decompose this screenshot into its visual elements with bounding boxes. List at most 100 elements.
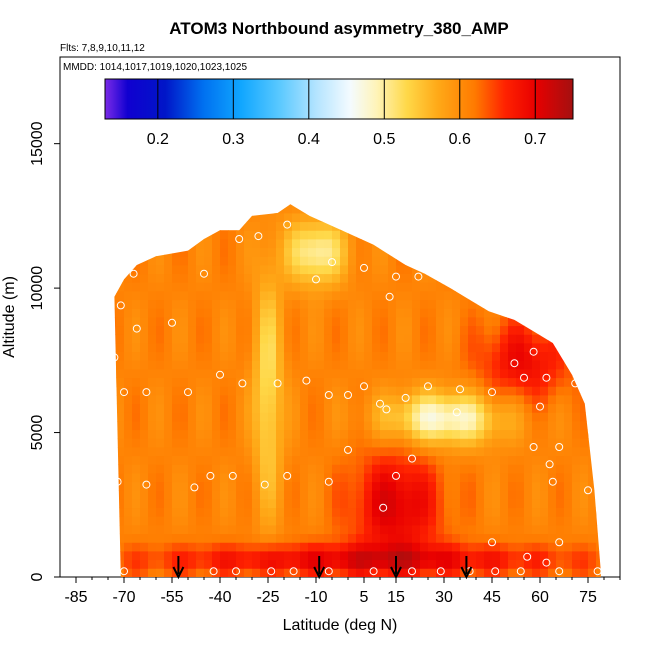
heatmap-cell <box>180 499 189 509</box>
heatmap-cell <box>188 568 197 578</box>
heatmap-cell <box>132 308 141 318</box>
heatmap-cell <box>60 230 68 239</box>
heatmap-cell <box>172 481 181 491</box>
heatmap-cell <box>84 438 92 447</box>
heatmap-cell <box>188 473 197 483</box>
sample-point <box>132 324 141 333</box>
heatmap-cell <box>284 265 293 275</box>
heatmap-cell <box>148 273 157 283</box>
heatmap-cell <box>524 291 533 301</box>
sample-point <box>379 503 388 512</box>
heatmap-cell <box>460 516 469 526</box>
heatmap-cell <box>76 516 84 525</box>
heatmap-cell <box>540 542 549 552</box>
heatmap-cell <box>132 533 141 543</box>
heatmap-cell <box>156 377 165 387</box>
heatmap-cell <box>532 421 541 431</box>
heatmap-cell <box>316 239 325 249</box>
heatmap-cell <box>180 204 189 205</box>
heatmap-cell <box>564 568 573 578</box>
heatmap-cell <box>540 551 549 561</box>
heatmap-cell <box>156 317 165 327</box>
heatmap-cell <box>76 343 84 352</box>
heatmap-cell <box>196 525 205 535</box>
sample-point <box>254 232 263 241</box>
heatmap-cell <box>532 455 541 465</box>
heatmap-cell <box>564 507 573 517</box>
heatmap-cell <box>508 369 517 379</box>
heatmap-cell <box>348 542 357 552</box>
heatmap-cell <box>492 447 501 457</box>
heatmap-cell <box>404 239 413 249</box>
heatmap-cell <box>356 221 365 231</box>
heatmap-cell <box>460 369 469 379</box>
heatmap-cell <box>244 395 253 405</box>
heatmap-cell <box>276 481 285 491</box>
heatmap-cell <box>204 421 213 431</box>
heatmap-cell <box>372 533 381 543</box>
heatmap-cell <box>100 482 108 491</box>
heatmap-cell <box>492 213 501 223</box>
heatmap-cell <box>172 351 181 361</box>
heatmap-cell <box>68 334 76 343</box>
heatmap-cell <box>364 247 373 257</box>
heatmap-cell <box>252 265 261 275</box>
heatmap-cell <box>580 377 589 387</box>
heatmap-cell <box>180 247 189 257</box>
heatmap-cell <box>276 421 285 431</box>
heatmap-cell <box>324 239 333 249</box>
heatmap-cell <box>604 568 612 577</box>
heatmap-cell <box>114 429 117 439</box>
heatmap-cell <box>492 204 501 205</box>
heatmap-cell <box>380 265 389 275</box>
heatmap-cell <box>84 352 92 361</box>
heatmap-cell <box>444 273 453 283</box>
heatmap-cell <box>332 239 341 249</box>
heatmap-cell <box>308 343 317 353</box>
heatmap-cell <box>204 464 213 474</box>
heatmap-cell <box>572 386 581 396</box>
heatmap-cell <box>180 568 189 578</box>
heatmap-cell <box>388 429 397 439</box>
heatmap-cell <box>404 429 413 439</box>
heatmap-cell <box>404 369 413 379</box>
heatmap-cell <box>508 334 517 344</box>
heatmap-cell <box>468 369 477 379</box>
sample-point <box>401 393 410 402</box>
heatmap-cell <box>372 516 381 526</box>
heatmap-cell <box>68 222 76 231</box>
heatmap-cell <box>572 403 581 413</box>
heatmap-cell <box>268 507 277 517</box>
heatmap-cell <box>140 204 149 214</box>
heatmap-cell <box>212 317 221 327</box>
heatmap-cell <box>236 187 244 196</box>
heatmap-cell <box>564 386 573 396</box>
heatmap-cell <box>444 256 453 266</box>
sample-point <box>555 567 564 576</box>
heatmap-cell <box>604 187 612 196</box>
heatmap-cell <box>268 395 277 405</box>
heatmap-cell <box>500 542 509 552</box>
heatmap-cell <box>516 403 525 413</box>
heatmap-cell <box>228 299 237 309</box>
heatmap-cell <box>340 421 349 431</box>
heatmap-cell <box>156 204 165 214</box>
heatmap-cell <box>348 247 357 257</box>
heatmap-cell <box>500 447 509 457</box>
heatmap-cell <box>396 568 405 578</box>
heatmap-cell <box>332 256 341 266</box>
heatmap-cell <box>556 490 565 500</box>
heatmap-cell <box>612 412 620 421</box>
heatmap-cell <box>356 377 365 387</box>
heatmap-cell <box>540 499 549 509</box>
heatmap-cell <box>348 559 357 569</box>
heatmap-cell <box>364 343 373 353</box>
heatmap-cell <box>276 533 285 543</box>
heatmap-cell <box>356 568 365 578</box>
heatmap-cell <box>68 456 76 465</box>
heatmap-cell <box>164 213 173 223</box>
heatmap-cell <box>452 516 461 526</box>
heatmap-cell <box>188 533 197 543</box>
heatmap-cell <box>124 438 133 448</box>
heatmap-cell <box>228 273 237 283</box>
